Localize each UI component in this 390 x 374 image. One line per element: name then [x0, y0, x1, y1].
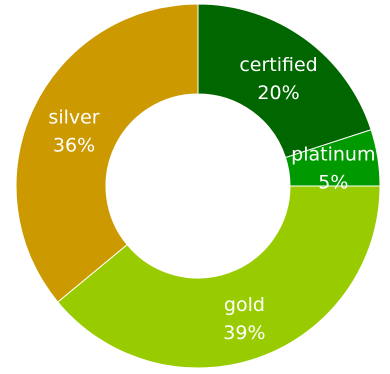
- slice-label-platinum: platinum: [291, 144, 375, 166]
- label-group: certified 20% platinum 5% gold 39% silver 36%: [48, 54, 375, 344]
- slice-label-gold: gold: [224, 294, 265, 316]
- slice-label-certified: certified: [239, 54, 317, 76]
- slice-value-gold: 39%: [223, 322, 265, 344]
- slice-value-silver: 36%: [53, 135, 95, 157]
- slice-value-certified: 20%: [257, 82, 299, 104]
- slice-silver: [15, 3, 199, 303]
- slice-label-silver: silver: [48, 107, 99, 129]
- slice-value-platinum: 5%: [318, 172, 348, 194]
- slice-certified: [197, 3, 372, 159]
- slice-group: [15, 3, 381, 369]
- slice-gold: [57, 185, 381, 369]
